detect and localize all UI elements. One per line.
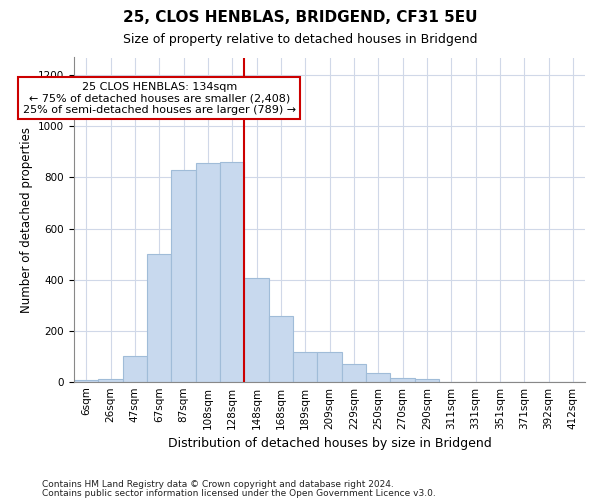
Bar <box>98 378 123 382</box>
Bar <box>220 162 244 382</box>
Text: 25, CLOS HENBLAS, BRIDGEND, CF31 5EU: 25, CLOS HENBLAS, BRIDGEND, CF31 5EU <box>123 10 477 25</box>
Bar <box>244 278 269 382</box>
Bar <box>341 364 366 382</box>
Bar <box>196 164 220 382</box>
Text: Contains public sector information licensed under the Open Government Licence v3: Contains public sector information licen… <box>42 489 436 498</box>
Bar <box>147 254 172 382</box>
Bar <box>123 356 147 382</box>
X-axis label: Distribution of detached houses by size in Bridgend: Distribution of detached houses by size … <box>167 437 491 450</box>
Text: Contains HM Land Registry data © Crown copyright and database right 2024.: Contains HM Land Registry data © Crown c… <box>42 480 394 489</box>
Bar <box>366 372 391 382</box>
Bar <box>269 316 293 382</box>
Bar <box>415 378 439 382</box>
Bar <box>293 352 317 382</box>
Bar <box>172 170 196 382</box>
Y-axis label: Number of detached properties: Number of detached properties <box>20 126 32 312</box>
Text: 25 CLOS HENBLAS: 134sqm
← 75% of detached houses are smaller (2,408)
25% of semi: 25 CLOS HENBLAS: 134sqm ← 75% of detache… <box>23 82 296 115</box>
Bar <box>317 352 341 382</box>
Bar <box>74 380 98 382</box>
Text: Size of property relative to detached houses in Bridgend: Size of property relative to detached ho… <box>123 32 477 46</box>
Bar <box>391 378 415 382</box>
